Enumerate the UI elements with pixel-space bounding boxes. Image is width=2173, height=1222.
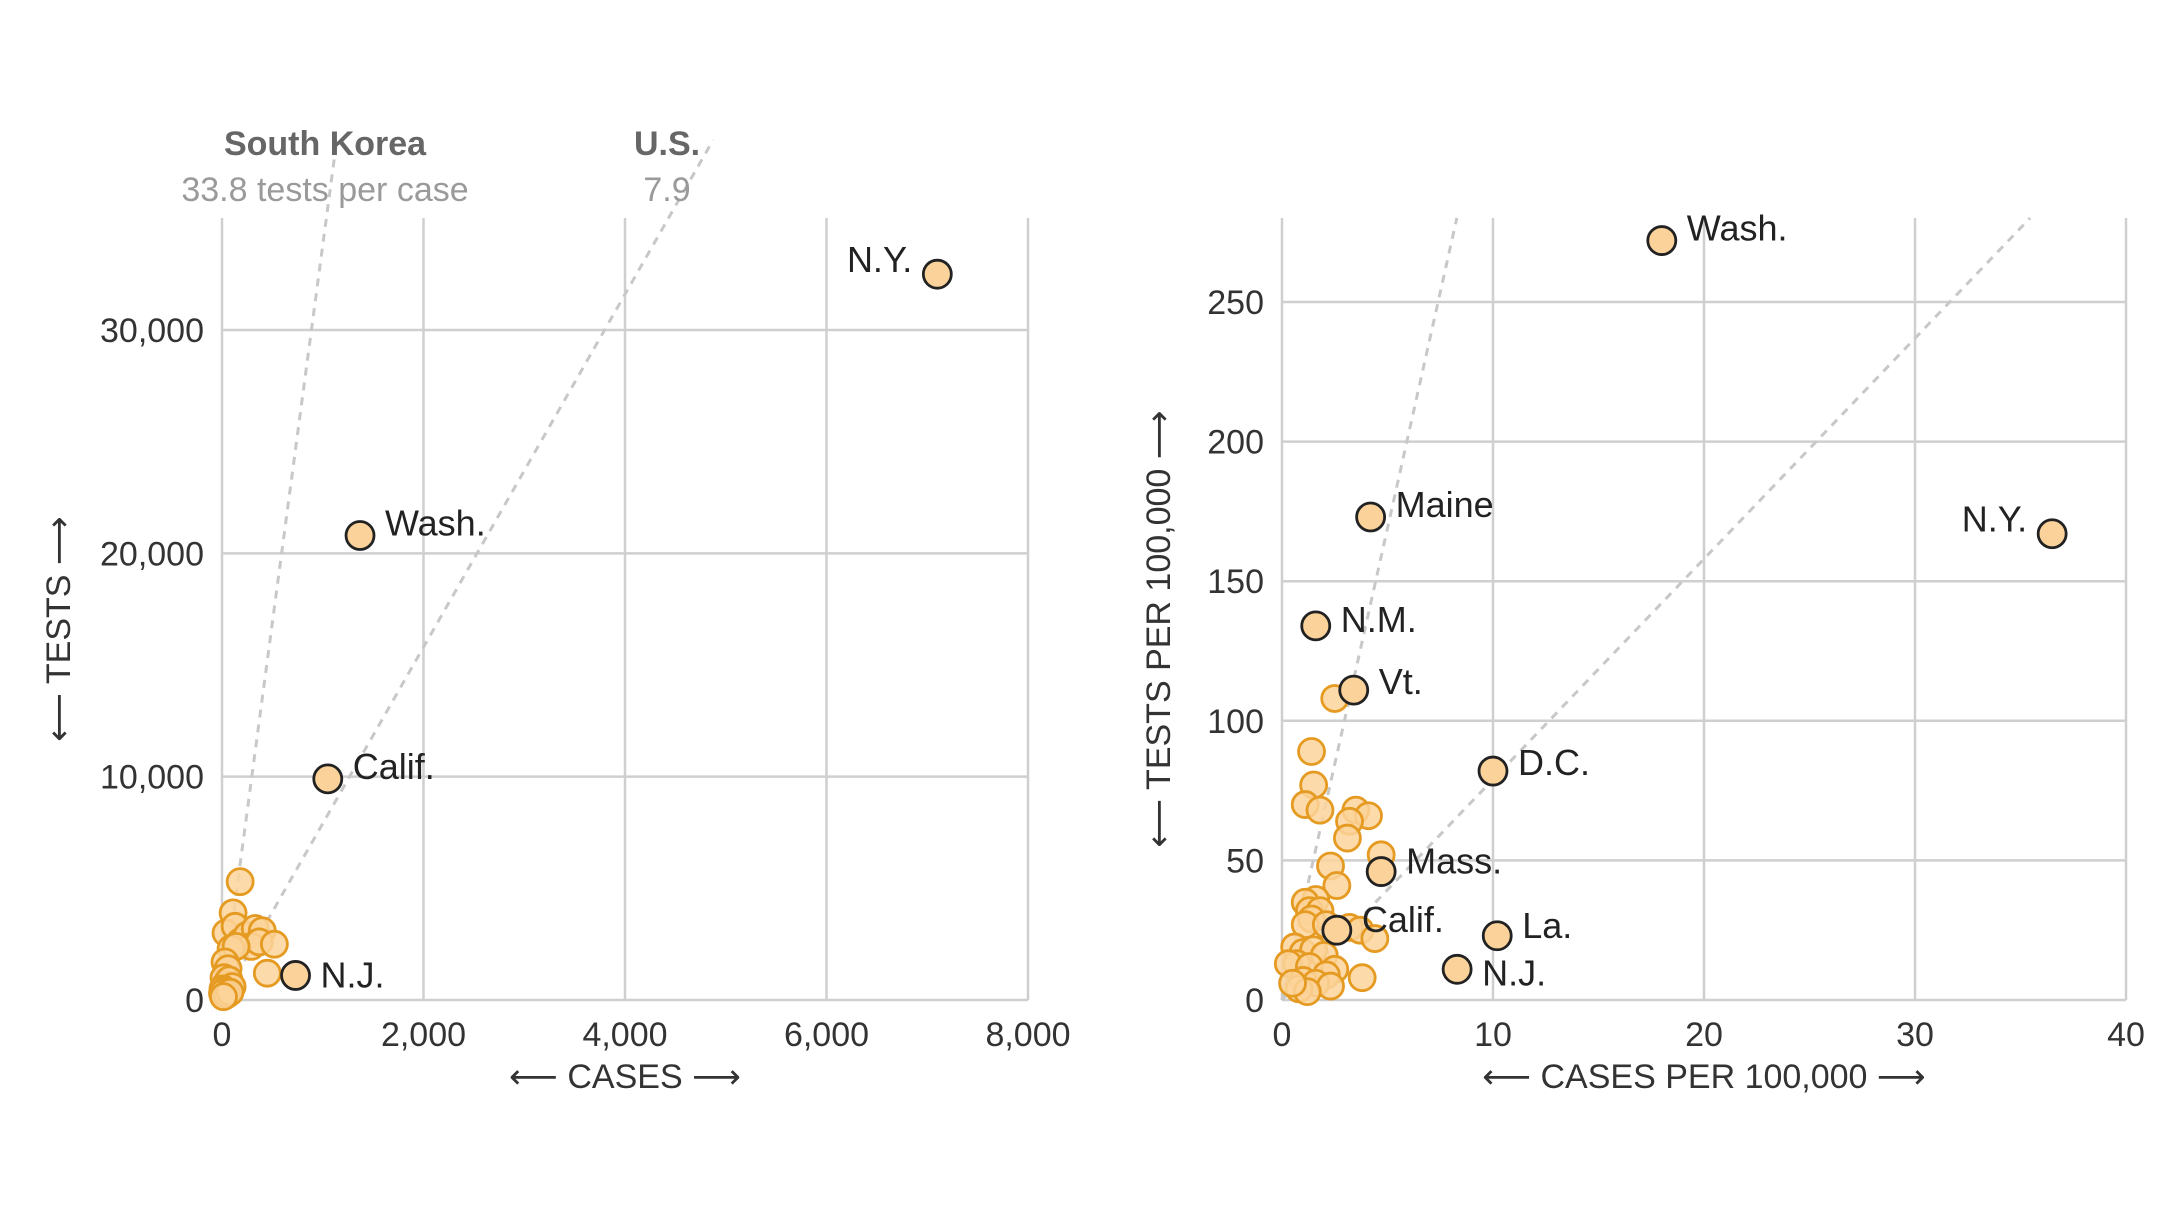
data-point bbox=[1316, 971, 1345, 1001]
point-label: Calif. bbox=[353, 746, 435, 787]
data-point bbox=[1333, 823, 1362, 853]
labeled-data-point bbox=[1321, 914, 1353, 946]
reference-line-ratio: 33.8 tests per case bbox=[181, 171, 468, 209]
tests-vs-cases-per-capita-chart: 0 10 20 30 40 0 50 100 150 200 250 ⟵ CASES PER 100,… bbox=[1140, 208, 2145, 1096]
x-tick-label: 30 bbox=[1896, 1016, 1934, 1054]
data-point bbox=[225, 867, 255, 897]
tests-vs-cases-chart: 0 2,000 4,000 6,000 8,000 0 10,000 20,000 30,000… bbox=[40, 125, 1071, 1096]
labeled-data-point bbox=[1481, 920, 1513, 952]
x-tick-label: 8,000 bbox=[985, 1016, 1070, 1054]
labeled-data-point bbox=[1477, 755, 1509, 787]
reference-line-us bbox=[1280, 216, 2032, 1002]
point-label: Maine bbox=[1396, 484, 1494, 525]
point-label: Wash. bbox=[1687, 208, 1788, 249]
point-label: La. bbox=[1522, 905, 1572, 946]
y-axis-label: ⟵ TESTS ⟶ bbox=[40, 516, 78, 741]
point-label: N.J. bbox=[321, 954, 385, 995]
y-tick-label: 30,000 bbox=[100, 312, 204, 350]
labeled-data-point bbox=[2036, 518, 2068, 550]
y-tick-label: 150 bbox=[1207, 563, 1264, 601]
point-label: N.J. bbox=[1482, 952, 1546, 993]
data-point bbox=[1322, 871, 1352, 900]
data-point bbox=[1347, 963, 1377, 993]
data-point bbox=[252, 958, 282, 988]
labeled-data-point bbox=[1338, 674, 1370, 706]
y-axis-label: ⟵ TESTS PER 100,000 ⟶ bbox=[1140, 410, 1178, 847]
labeled-data-point bbox=[312, 763, 344, 795]
point-label: Vt. bbox=[1379, 661, 1423, 702]
reference-line-us bbox=[220, 139, 715, 1001]
labeled-data-point bbox=[1441, 953, 1473, 985]
x-tick-label: 2,000 bbox=[381, 1016, 466, 1054]
point-label: N.Y. bbox=[847, 239, 912, 280]
data-point bbox=[209, 982, 238, 1012]
labeled-data-point bbox=[1646, 225, 1678, 256]
data-point bbox=[1297, 737, 1326, 766]
labeled-data-point bbox=[1355, 501, 1387, 533]
x-axis-label: ⟵ CASES ⟶ bbox=[509, 1058, 741, 1096]
y-tick-label: 200 bbox=[1207, 424, 1264, 462]
labeled-data-point bbox=[1300, 610, 1332, 642]
x-tick-label: 6,000 bbox=[784, 1016, 869, 1054]
x-tick-label: 40 bbox=[2107, 1016, 2145, 1054]
y-tick-label: 100 bbox=[1207, 703, 1264, 741]
x-tick-label: 4,000 bbox=[582, 1016, 667, 1054]
reference-line-name: U.S. bbox=[634, 125, 700, 163]
labeled-data-point bbox=[344, 520, 376, 551]
x-axis-label: ⟵ CASES PER 100,000 ⟶ bbox=[1482, 1058, 1925, 1096]
labeled-data-point bbox=[280, 960, 311, 991]
y-tick-label: 50 bbox=[1226, 842, 1264, 880]
point-label: D.C. bbox=[1518, 742, 1590, 783]
labeled-data-point bbox=[1365, 856, 1397, 887]
y-tick-label: 0 bbox=[185, 982, 204, 1020]
point-label: Calif. bbox=[1362, 899, 1444, 940]
data-point bbox=[259, 929, 289, 959]
x-tick-label: 20 bbox=[1685, 1016, 1723, 1054]
reference-line-name: South Korea bbox=[224, 125, 427, 163]
reference-line-south-korea bbox=[220, 139, 339, 1001]
point-label: N.Y. bbox=[1962, 499, 2027, 540]
point-label: Wash. bbox=[385, 502, 486, 543]
data-point bbox=[1360, 924, 1390, 953]
y-tick-label: 0 bbox=[1245, 982, 1264, 1020]
x-tick-label: 0 bbox=[1273, 1016, 1292, 1054]
reference-line-south-korea bbox=[1280, 217, 1459, 1001]
point-label: Mass. bbox=[1406, 841, 1502, 882]
data-point bbox=[1278, 968, 1307, 998]
x-tick-label: 10 bbox=[1474, 1016, 1512, 1054]
data-point bbox=[1305, 795, 1335, 825]
y-tick-label: 20,000 bbox=[100, 535, 204, 573]
y-tick-label: 10,000 bbox=[100, 759, 204, 797]
reference-line-ratio: 7.9 bbox=[643, 171, 690, 209]
point-label: N.M. bbox=[1341, 599, 1417, 640]
x-tick-label: 0 bbox=[213, 1016, 232, 1054]
y-tick-label: 250 bbox=[1207, 284, 1264, 322]
labeled-data-point bbox=[921, 258, 953, 290]
